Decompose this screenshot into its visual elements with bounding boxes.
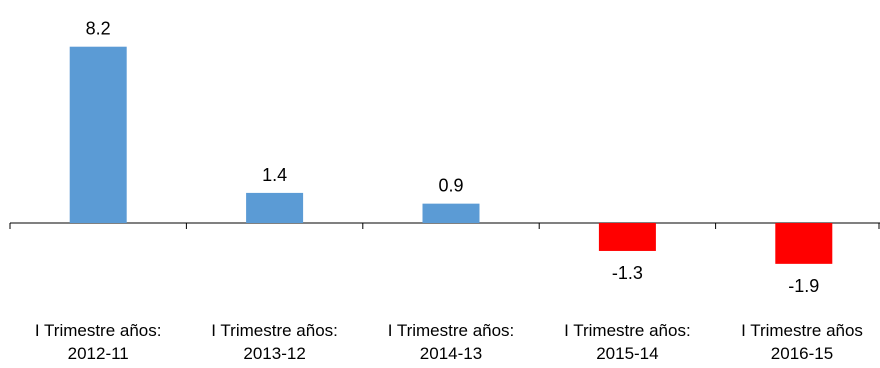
category-label: I Trimestre años 2016-15: [741, 321, 863, 363]
bar: [422, 203, 480, 223]
category-label: I Trimestre años: 2012-11: [35, 321, 162, 363]
data-label: 8.2: [86, 19, 111, 39]
category-label-line: 2015-14: [596, 344, 658, 363]
category-label-line: 2013-12: [243, 344, 305, 363]
bar: [69, 46, 127, 224]
bars-layer: [69, 46, 833, 264]
bar: [246, 192, 304, 223]
category-label-line: I Trimestre años: [741, 321, 863, 340]
bar: [598, 223, 656, 251]
category-label-line: I Trimestre años:: [388, 321, 515, 340]
axis-layer: [9, 222, 880, 229]
category-label-line: 2016-15: [771, 344, 833, 363]
categories-layer: I Trimestre años: 2012-11I Trimestre años…: [35, 321, 863, 363]
data-label: 1.4: [262, 165, 287, 185]
category-label-line: I Trimestre años:: [211, 321, 338, 340]
bar: [775, 223, 833, 264]
category-label: I Trimestre años: 2013-12: [211, 321, 338, 363]
category-label-line: I Trimestre años:: [564, 321, 691, 340]
category-label-line: 2012-11: [68, 344, 129, 363]
category-label-line: 2014-13: [420, 344, 482, 363]
data-label: 0.9: [438, 176, 463, 196]
data-label: -1.9: [788, 276, 819, 296]
data-label: -1.3: [612, 263, 643, 283]
labels-layer: 8.2 1.4 0.9 -1.3 -1.9: [86, 19, 820, 296]
category-label: I Trimestre años: 2015-14: [564, 321, 691, 363]
category-label: I Trimestre años: 2014-13: [388, 321, 515, 363]
category-label-line: I Trimestre años:: [35, 321, 162, 340]
